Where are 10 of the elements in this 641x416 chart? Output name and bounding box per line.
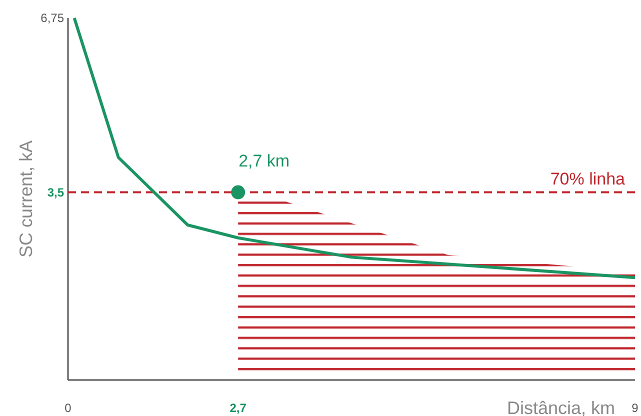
x-tick-label: 0 xyxy=(64,401,72,415)
y-tick-label: 3,5 xyxy=(47,185,64,200)
x-tick-label: 9 xyxy=(632,401,639,415)
x-axis-title: Distância, km xyxy=(506,398,615,416)
annotation: 2,7 km xyxy=(238,151,290,170)
y-tick-label: 6,75 xyxy=(40,11,64,25)
ref-line-label: 70% linha xyxy=(550,169,626,188)
y-axis-title: SC current, kA xyxy=(16,140,36,258)
x-tick-label: 2,7 xyxy=(230,401,247,415)
line-series xyxy=(72,16,636,280)
